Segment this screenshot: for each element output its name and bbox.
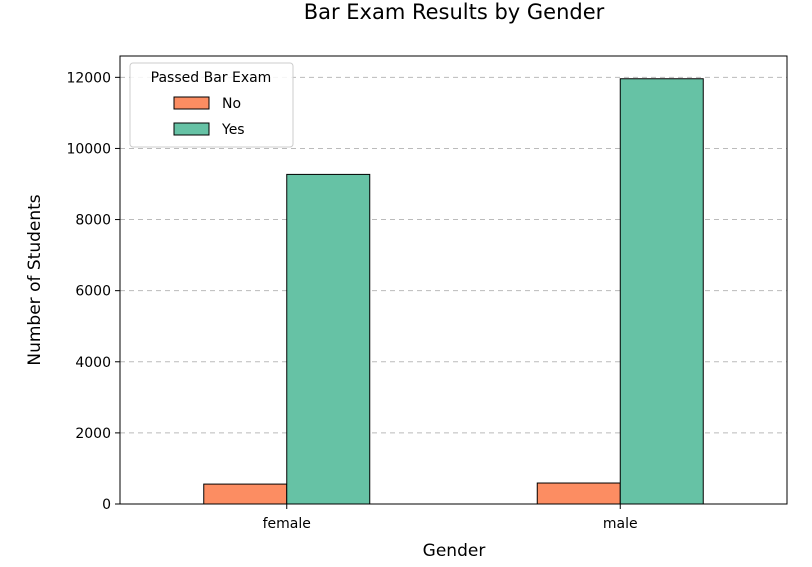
y-tick-label: 4000	[75, 355, 111, 371]
bar-female-yes	[286, 173, 371, 505]
x-axis-label: Gender	[423, 541, 486, 561]
x-tick-label: female	[263, 516, 311, 532]
chart-title: Bar Exam Results by Gender	[304, 0, 605, 24]
legend-label: No	[222, 96, 241, 112]
x-axis: female male	[263, 504, 638, 532]
y-tick-label: 2000	[75, 426, 111, 442]
y-axis: 0 2000 4000 6000 8000 10000 12000	[66, 70, 120, 513]
y-tick-label: 8000	[75, 213, 111, 229]
bar-female-no	[203, 483, 288, 505]
legend-entries: No Yes	[173, 96, 245, 138]
legend-swatch	[173, 122, 210, 136]
legend-box	[129, 62, 294, 148]
legend-label: Yes	[221, 122, 245, 138]
y-axis-label: Number of Students	[25, 194, 45, 365]
legend-title: Passed Bar Exam	[151, 70, 272, 86]
y-tick-label: 12000	[66, 70, 111, 86]
bar-male-no	[536, 482, 621, 505]
plot-frame	[119, 55, 788, 505]
y-tick-label: 10000	[66, 141, 111, 157]
bar-male-yes	[619, 78, 704, 505]
legend: Passed Bar Exam No Yes	[129, 62, 294, 148]
x-tick-label: male	[603, 516, 638, 532]
y-tick-label: 0	[102, 497, 111, 513]
y-tick-label: 6000	[75, 284, 111, 300]
legend-swatch	[173, 96, 210, 110]
